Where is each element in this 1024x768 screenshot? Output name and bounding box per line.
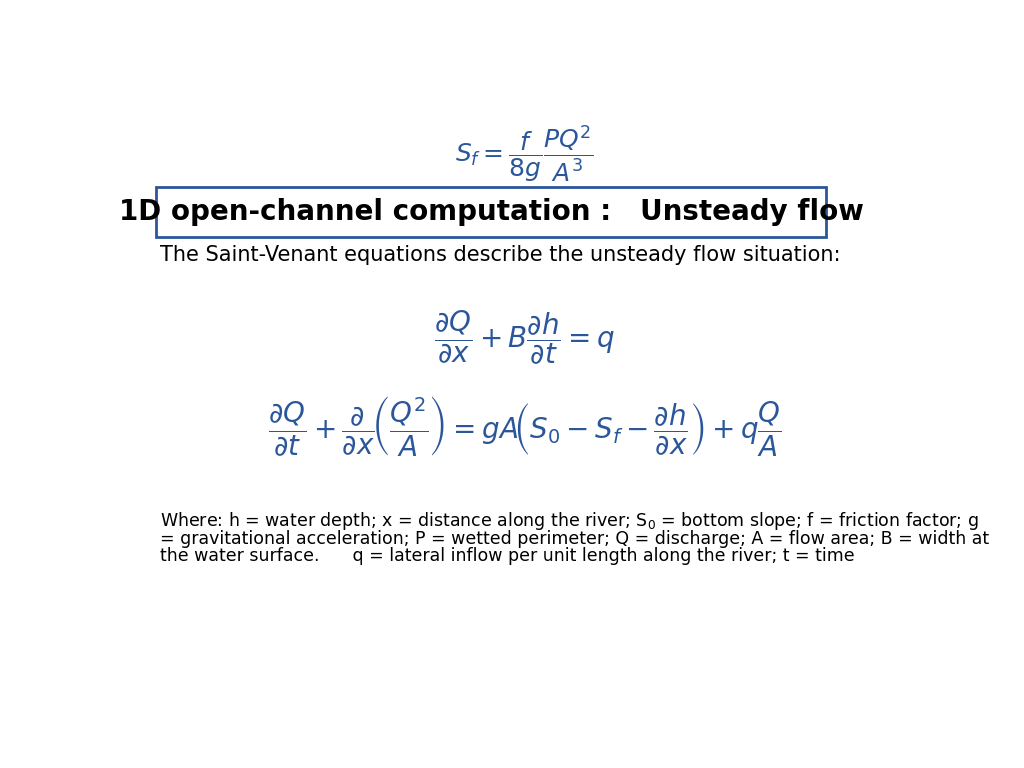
Text: 1D open-channel computation :   Unsteady flow: 1D open-channel computation : Unsteady f… <box>119 198 863 226</box>
Text: = gravitational acceleration; P = wetted perimeter; Q = discharge; A = flow area: = gravitational acceleration; P = wetted… <box>160 530 989 548</box>
Text: $S_f = \dfrac{f}{8g}\dfrac{PQ^2}{A^3}$: $S_f = \dfrac{f}{8g}\dfrac{PQ^2}{A^3}$ <box>456 124 594 185</box>
FancyBboxPatch shape <box>156 187 826 237</box>
Text: the water surface.      q = lateral inflow per unit length along the river; t = : the water surface. q = lateral inflow pe… <box>160 548 854 565</box>
Text: $\dfrac{\partial Q}{\partial t} + \dfrac{\partial}{\partial x}\!\left(\dfrac{Q^2: $\dfrac{\partial Q}{\partial t} + \dfrac… <box>268 394 781 458</box>
Text: The Saint-Venant equations describe the unsteady flow situation:: The Saint-Venant equations describe the … <box>160 245 841 265</box>
Text: $\dfrac{\partial Q}{\partial x} + B\dfrac{\partial h}{\partial t} = q$: $\dfrac{\partial Q}{\partial x} + B\dfra… <box>434 309 615 367</box>
Text: Where: h = water depth; x = distance along the river; S$_0$ = bottom slope; f = : Where: h = water depth; x = distance alo… <box>160 510 979 532</box>
